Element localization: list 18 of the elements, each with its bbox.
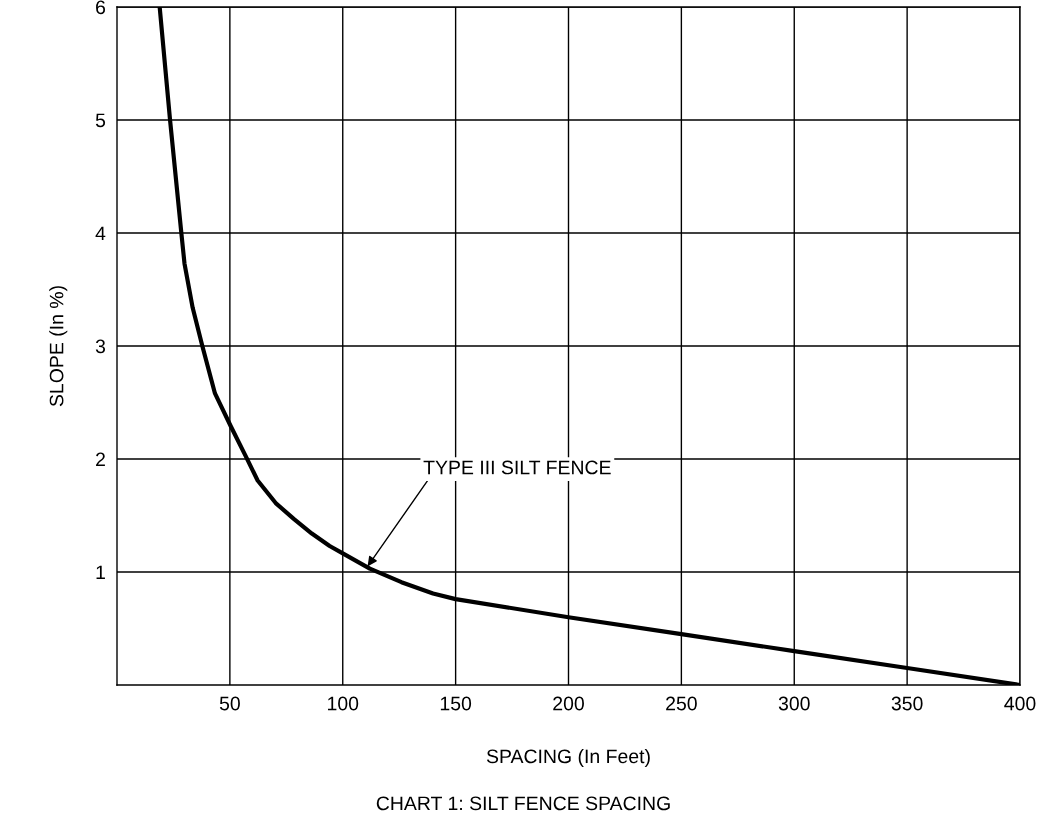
x-tick-label: 300 <box>778 696 810 711</box>
x-tick-label: 150 <box>440 696 472 711</box>
y-tick-label: 6 <box>96 0 106 15</box>
x-tick-label: 350 <box>891 696 923 711</box>
y-tick-label: 4 <box>95 226 106 241</box>
y-tick-label: 3 <box>95 339 106 354</box>
x-tick-label: 50 <box>219 696 240 711</box>
y-axis-title: SLOPE (In %) <box>49 286 68 407</box>
y-tick-label: 5 <box>95 113 106 128</box>
annotation: TYPE III SILT FENCE <box>423 460 611 475</box>
y-tick-label: 2 <box>96 452 105 467</box>
x-tick-label: 250 <box>666 696 697 711</box>
x-axis-title: SPACING (In Feet) <box>486 748 650 768</box>
text: CHART 1: SILT FENCE SPACING <box>376 796 670 811</box>
y-tick-label: 1 <box>96 565 105 580</box>
x-tick-label: 400 <box>1004 696 1036 711</box>
x-tick-label: 200 <box>553 696 584 711</box>
x-tick-label: 100 <box>328 696 359 711</box>
